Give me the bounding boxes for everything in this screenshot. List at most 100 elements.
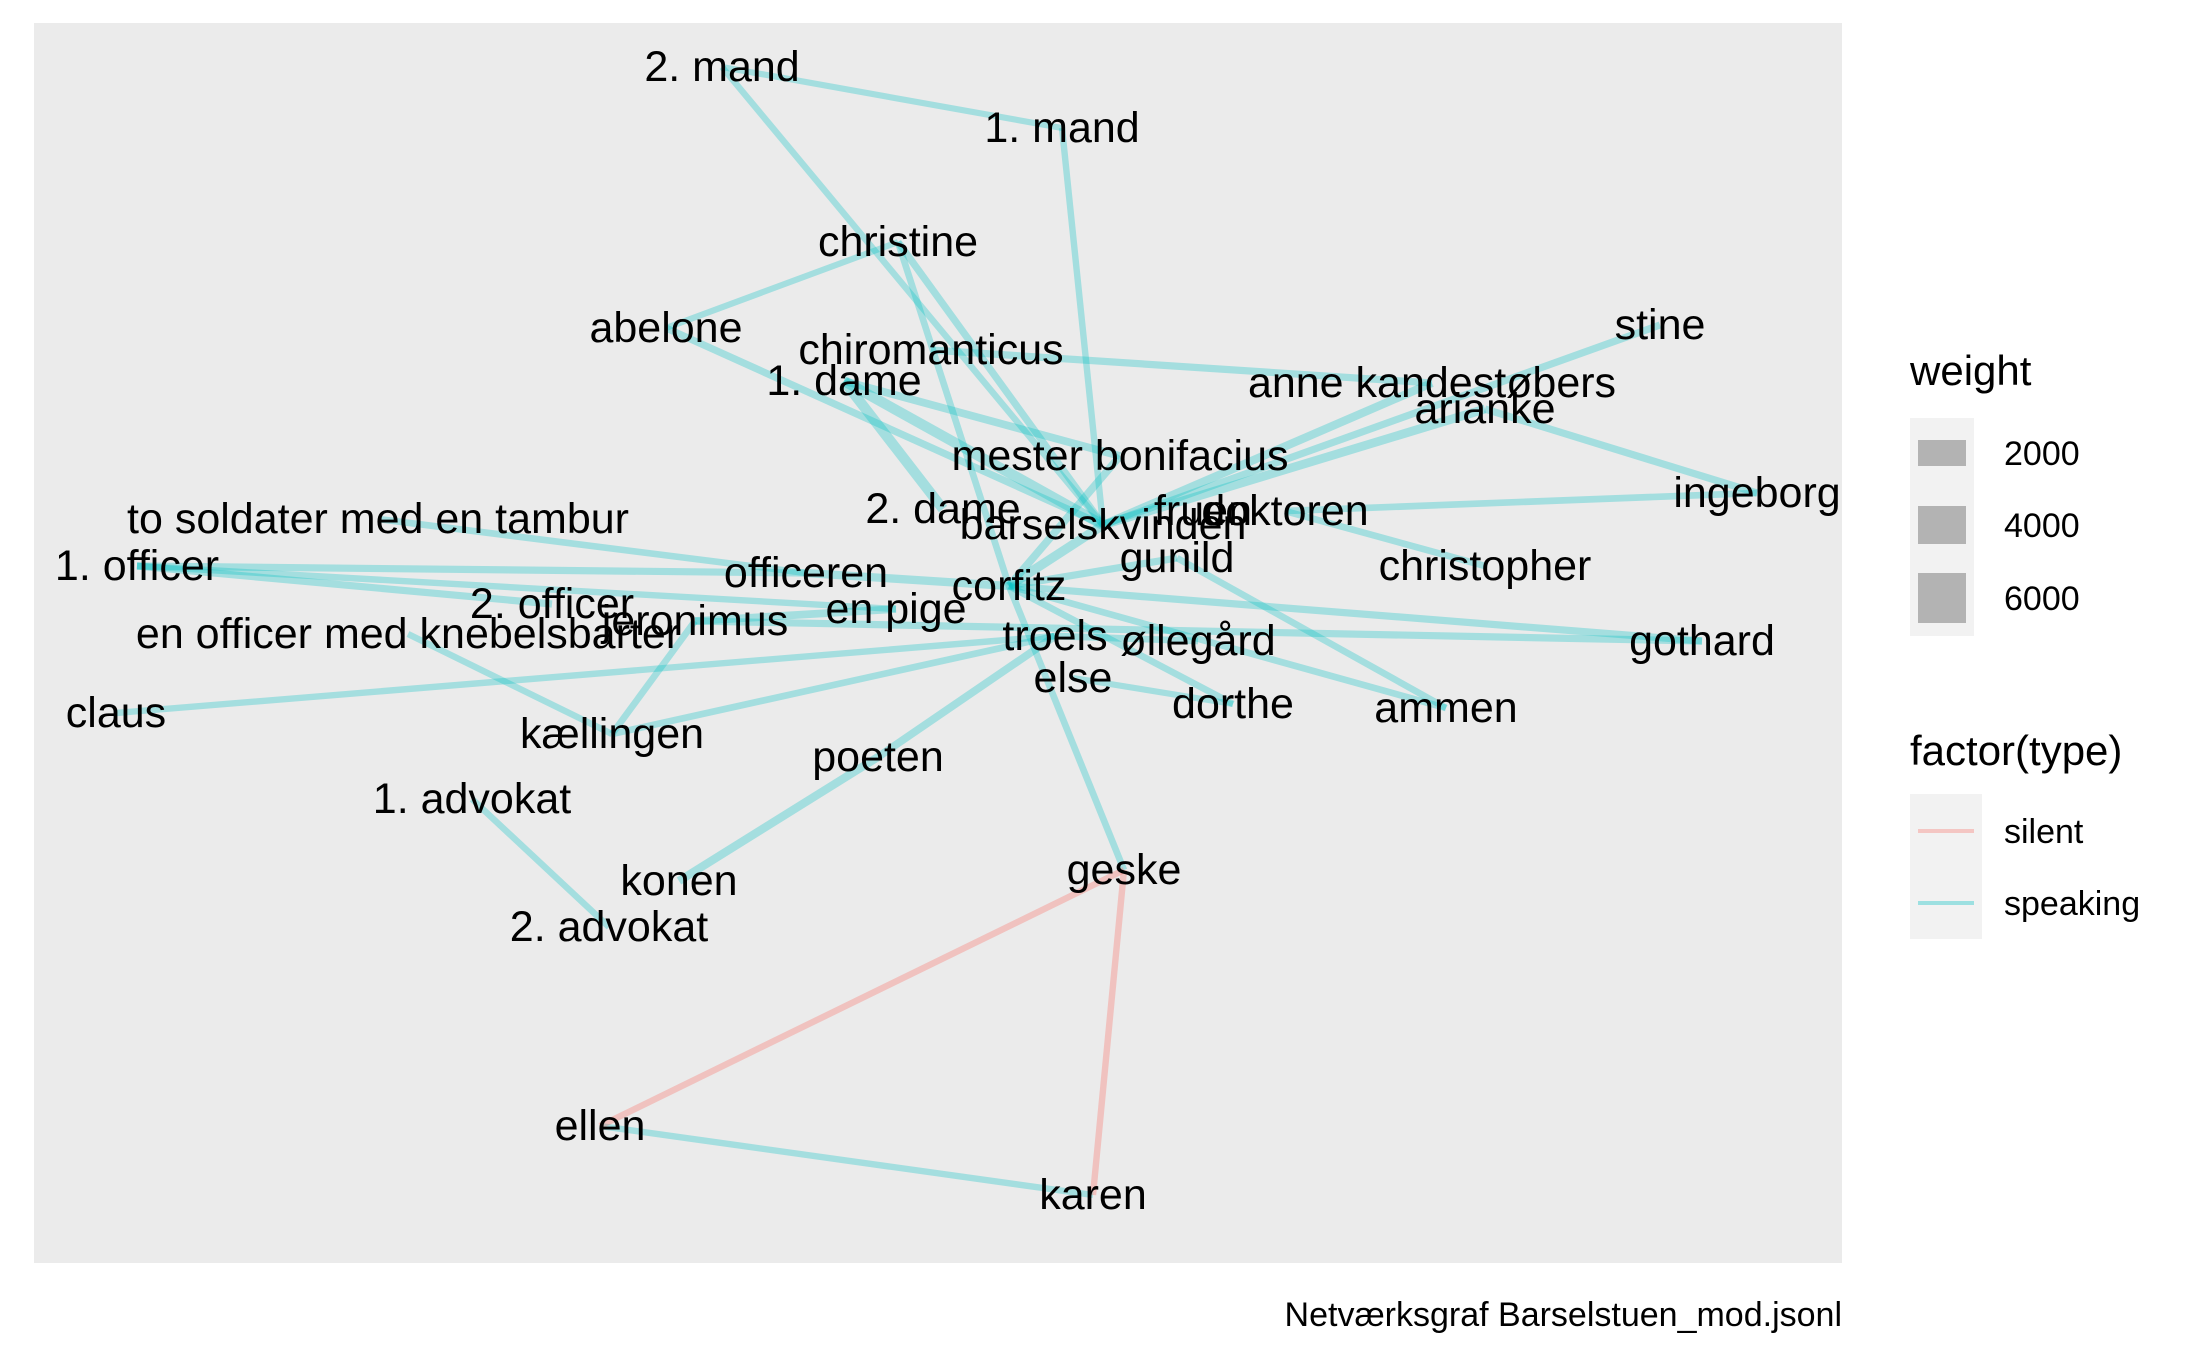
edge-barsel-corfitz bbox=[1006, 521, 1106, 590]
edge-officeren-corfitz bbox=[805, 568, 1010, 591]
weight-legend-keys: 2000 4000 6000 bbox=[1910, 418, 2080, 636]
node-label-kaellingen: kællingen bbox=[520, 710, 704, 758]
node-label-2_advokat: 2. advokat bbox=[510, 903, 708, 951]
edge-ellen-karen bbox=[599, 1122, 1094, 1199]
edge-christine-abelone bbox=[664, 239, 900, 331]
edge-1_advokat-2_advokat bbox=[469, 796, 612, 930]
node-label-troels: troels bbox=[1002, 612, 1107, 660]
edge-else-dorthe bbox=[1072, 674, 1234, 708]
edge-arianke-barsel bbox=[1101, 404, 1487, 530]
edge-1_officer-2_officer bbox=[136, 562, 553, 608]
plot-caption: Netværksgraf Barselstuen_mod.jsonl bbox=[1285, 1296, 1842, 1334]
edge-troels-kaellingen bbox=[611, 632, 1056, 738]
node-label-en_officer: en officer med knebelsbarter bbox=[136, 610, 680, 658]
node-label-arianke: arianke bbox=[1414, 385, 1555, 433]
edge-jeronimus-en_pige bbox=[694, 605, 897, 625]
node-label-chiromanticus: chiromanticus bbox=[798, 326, 1063, 374]
node-label-abelone: abelone bbox=[589, 304, 742, 352]
node-label-ammen: ammen bbox=[1374, 684, 1517, 732]
type-legend-title: factor(type) bbox=[1910, 727, 2122, 774]
edges-layer bbox=[115, 63, 1759, 1199]
edge-troels-ollegard bbox=[1054, 632, 1199, 645]
node-label-jeronimus: jeronimus bbox=[600, 597, 788, 645]
node-label-else: else bbox=[1034, 654, 1113, 702]
node-labels-layer: 2. mand 1. mand christine abelone chiromanti… bbox=[55, 43, 1841, 1219]
edge-geske-karen bbox=[1089, 869, 1128, 1196]
node-label-anne: anne kandestøbers bbox=[1248, 359, 1616, 407]
node-label-1_dame: 1. dame bbox=[766, 357, 921, 405]
edge-to_soldater-officeren bbox=[377, 515, 807, 577]
edge-1_officer-en_pige bbox=[136, 562, 897, 613]
node-label-fruen: fruen bbox=[1154, 487, 1252, 535]
edge-corfitz-ammen bbox=[1008, 582, 1447, 712]
edge-poeten-konen bbox=[676, 753, 881, 885]
type-legend-key-background bbox=[1910, 794, 1982, 939]
weight-legend-label-6000: 6000 bbox=[2004, 580, 2080, 618]
edge-chiromanticus-anne bbox=[930, 346, 1433, 387]
edge-2_mand-1_mand bbox=[721, 63, 1063, 132]
edge-christine-corfitz bbox=[894, 240, 1013, 588]
node-label-2_mand: 2. mand bbox=[644, 43, 799, 91]
node-label-poeten: poeten bbox=[812, 733, 944, 781]
node-label-stine: stine bbox=[1615, 301, 1706, 349]
edge-troels-claus bbox=[115, 632, 1056, 717]
weight-legend-label-4000: 4000 bbox=[2004, 507, 2080, 545]
edge-1_dame-2_dame bbox=[839, 377, 948, 513]
node-label-barsel: barselskvinden bbox=[960, 501, 1247, 549]
edge-mester-corfitz bbox=[1006, 453, 1123, 589]
weight-legend-title: weight bbox=[1909, 347, 2032, 394]
weight-legend-swatch-4000 bbox=[1918, 506, 1966, 544]
edge-arianke-ingeborg bbox=[1483, 405, 1759, 497]
type-legend-keys: silent speaking bbox=[1910, 794, 2140, 939]
edge-1_dame-barsel bbox=[841, 376, 1106, 530]
node-label-gothard: gothard bbox=[1629, 617, 1775, 665]
weight-legend-label-2000: 2000 bbox=[2004, 435, 2080, 473]
node-label-ollegard: øllegård bbox=[1120, 617, 1275, 665]
node-label-officeren: officeren bbox=[724, 549, 888, 597]
type-legend-label-speaking: speaking bbox=[2004, 885, 2140, 923]
node-label-doktoren: doktoren bbox=[1201, 487, 1368, 535]
edge-doktoren-ingeborg bbox=[1284, 489, 1758, 515]
edge-corfitz-gunild bbox=[1008, 554, 1178, 590]
type-legend-label-silent: silent bbox=[2004, 813, 2084, 851]
node-label-karen: karen bbox=[1039, 1171, 1147, 1219]
edge-abelone-barsel bbox=[664, 324, 1105, 529]
node-label-konen: konen bbox=[620, 857, 737, 905]
node-label-2_officer: 2. officer bbox=[470, 580, 634, 628]
weight-legend-swatch-6000 bbox=[1918, 573, 1966, 623]
node-label-mester: mester bonifacius bbox=[952, 432, 1289, 480]
edge-doktoren-christopher bbox=[1284, 507, 1486, 570]
node-label-christopher: christopher bbox=[1379, 542, 1592, 590]
edge-geske-ellen bbox=[598, 867, 1126, 1129]
node-label-ingeborg: ingeborg bbox=[1673, 469, 1840, 517]
node-label-dorthe: dorthe bbox=[1172, 680, 1294, 728]
edge-gunild-ammen bbox=[1175, 555, 1448, 711]
node-label-to_soldater: to soldater med en tambur bbox=[127, 495, 629, 543]
edge-2_mand-barsel bbox=[719, 64, 1106, 528]
edge-en_officer-kaellingen bbox=[406, 631, 614, 737]
edge-1_mand-barsel bbox=[1058, 127, 1107, 526]
edge-anne-barsel bbox=[1101, 379, 1434, 529]
edge-christine-barsel bbox=[895, 239, 1106, 528]
node-label-gunild: gunild bbox=[1120, 534, 1235, 582]
edge-stine-barsel bbox=[1101, 321, 1662, 529]
plot-panel bbox=[34, 23, 1842, 1263]
edge-jeronimus-kaellingen bbox=[609, 619, 698, 736]
node-label-en_pige: en pige bbox=[825, 585, 966, 633]
edge-1_officer-officeren bbox=[136, 562, 807, 577]
edge-poeten-troels bbox=[875, 632, 1058, 761]
node-label-geske: geske bbox=[1067, 846, 1182, 894]
edge-corfitz-gothard bbox=[1008, 582, 1703, 645]
node-label-christine: christine bbox=[818, 218, 978, 266]
edge-geske-corfitz bbox=[1005, 584, 1128, 872]
node-label-1_officer: 1. officer bbox=[55, 542, 219, 590]
edge-1_dame-mester bbox=[842, 377, 1122, 460]
node-label-1_mand: 1. mand bbox=[984, 104, 1139, 152]
weight-legend-swatch-2000 bbox=[1918, 440, 1966, 466]
node-label-corfitz: corfitz bbox=[952, 562, 1067, 610]
edge-jeronimus-gothard bbox=[694, 617, 1703, 645]
node-label-ellen: ellen bbox=[555, 1102, 646, 1150]
node-label-claus: claus bbox=[66, 689, 166, 737]
